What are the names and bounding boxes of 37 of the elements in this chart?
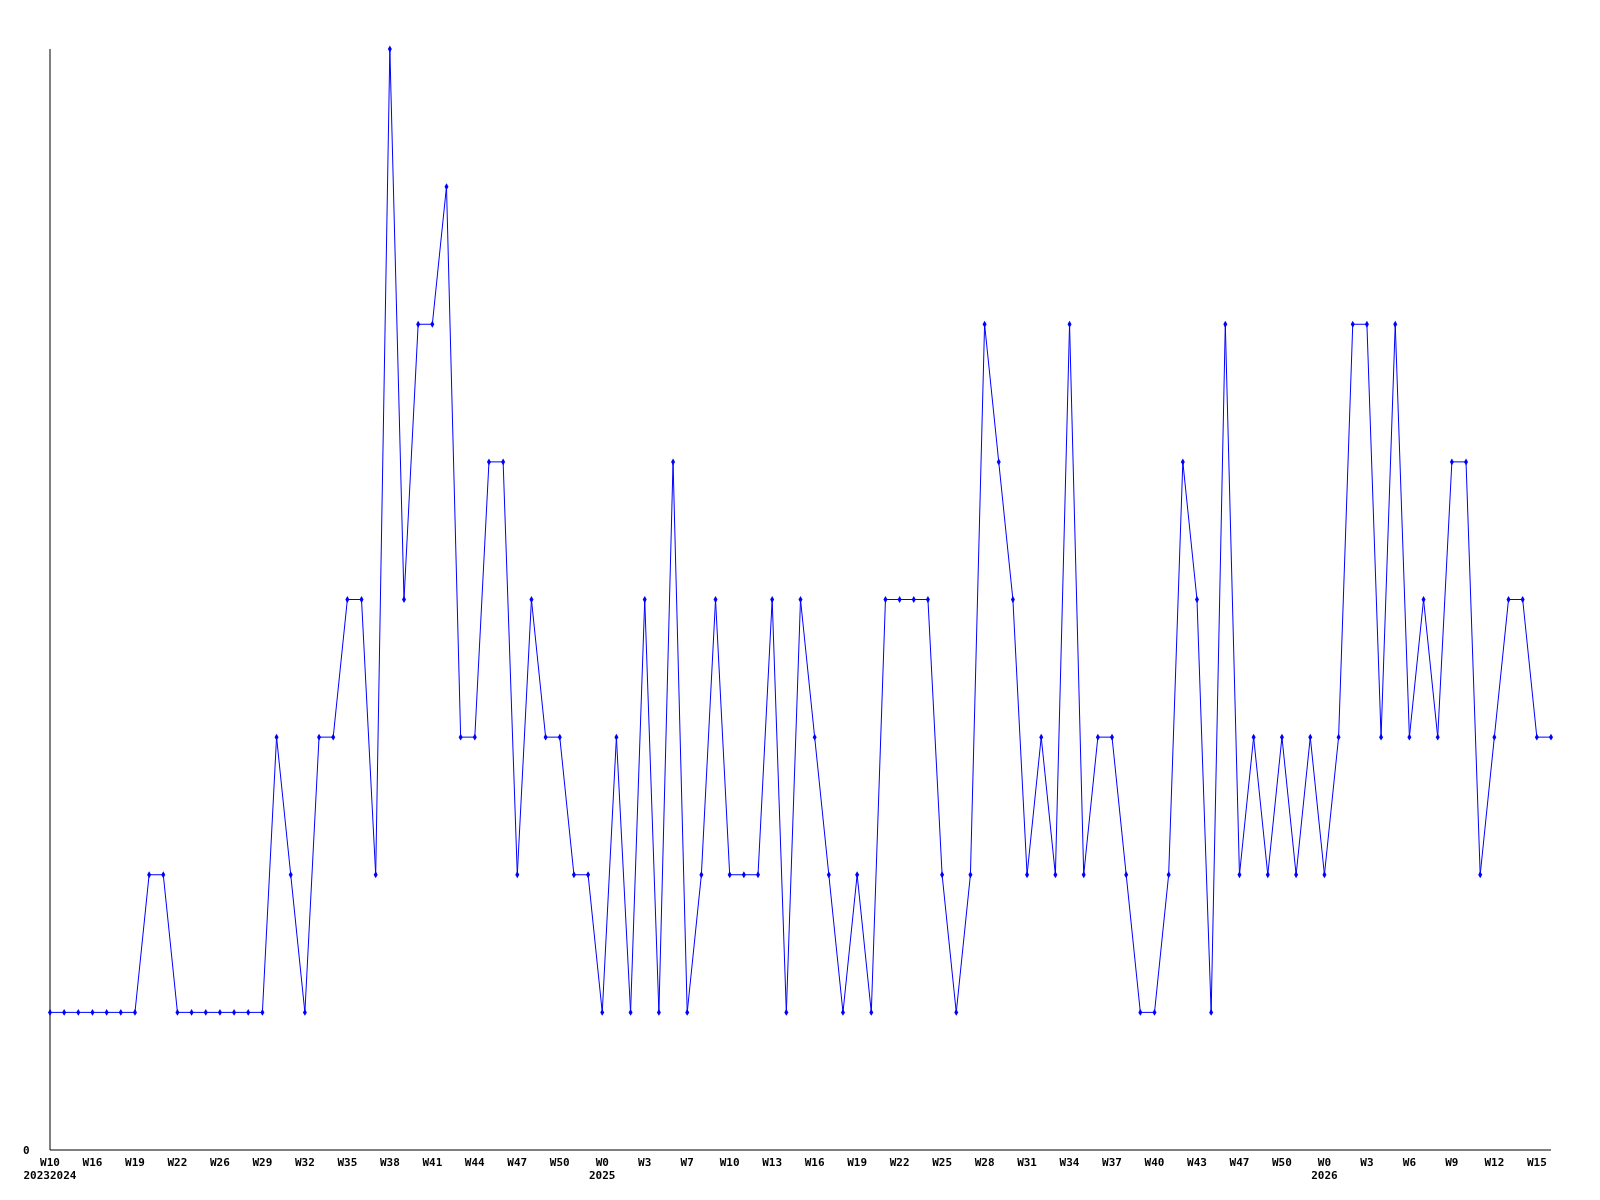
x-tick-label: W38 — [379, 1156, 400, 1169]
x-tick-label: W3 — [638, 1156, 652, 1169]
x-tick-label: W25 — [932, 1156, 953, 1169]
x-tick-label: W35 — [337, 1156, 358, 1169]
x-tick-label: W32 — [294, 1156, 315, 1169]
x-tick-label: W3 — [1360, 1156, 1374, 1169]
x-tick-label: W37 — [1102, 1156, 1122, 1169]
x-tick-label: W10 20232024 — [23, 1156, 77, 1182]
x-tick-label: W47 — [507, 1156, 528, 1169]
x-tick-label: W22 — [889, 1156, 910, 1169]
x-tick-label: W47 — [1229, 1156, 1250, 1169]
x-tick-label: W31 — [1017, 1156, 1038, 1169]
x-tick-label: W16 — [804, 1156, 825, 1169]
x-tick-label: W26 — [209, 1156, 231, 1169]
x-tick-label: W28 — [974, 1156, 995, 1169]
x-tick-label: W16 — [82, 1156, 103, 1169]
x-tick-label: W19 — [125, 1156, 145, 1169]
x-tick-label: W29 — [252, 1156, 273, 1169]
x-tick-label: W50 — [1272, 1156, 1292, 1169]
x-tick-label: W15 — [1526, 1156, 1547, 1169]
x-tick-label: W10 — [719, 1156, 740, 1169]
x-tick-label: W41 — [422, 1156, 443, 1169]
x-tick-label: W0 2026 — [1311, 1156, 1339, 1182]
x-tick-label: W22 — [167, 1156, 188, 1169]
x-tick-label: W43 — [1187, 1156, 1207, 1169]
text: 0 — [23, 1144, 30, 1157]
x-tick-label: W19 — [847, 1156, 868, 1169]
x-tick-label: W44 — [464, 1156, 486, 1169]
x-tick-label: W9 — [1445, 1156, 1459, 1169]
x-tick-label: W12 — [1484, 1156, 1505, 1169]
x-tick-label: W13 — [762, 1156, 783, 1169]
x-tick-label: W0 2025 — [589, 1156, 616, 1182]
x-tick-label: W6 — [1402, 1156, 1417, 1169]
x-tick-label: W50 — [549, 1156, 570, 1169]
x-tick-label: W7 — [680, 1156, 694, 1169]
x-tick-label: W34 — [1059, 1156, 1080, 1169]
x-tick-label: W40 — [1144, 1156, 1165, 1169]
